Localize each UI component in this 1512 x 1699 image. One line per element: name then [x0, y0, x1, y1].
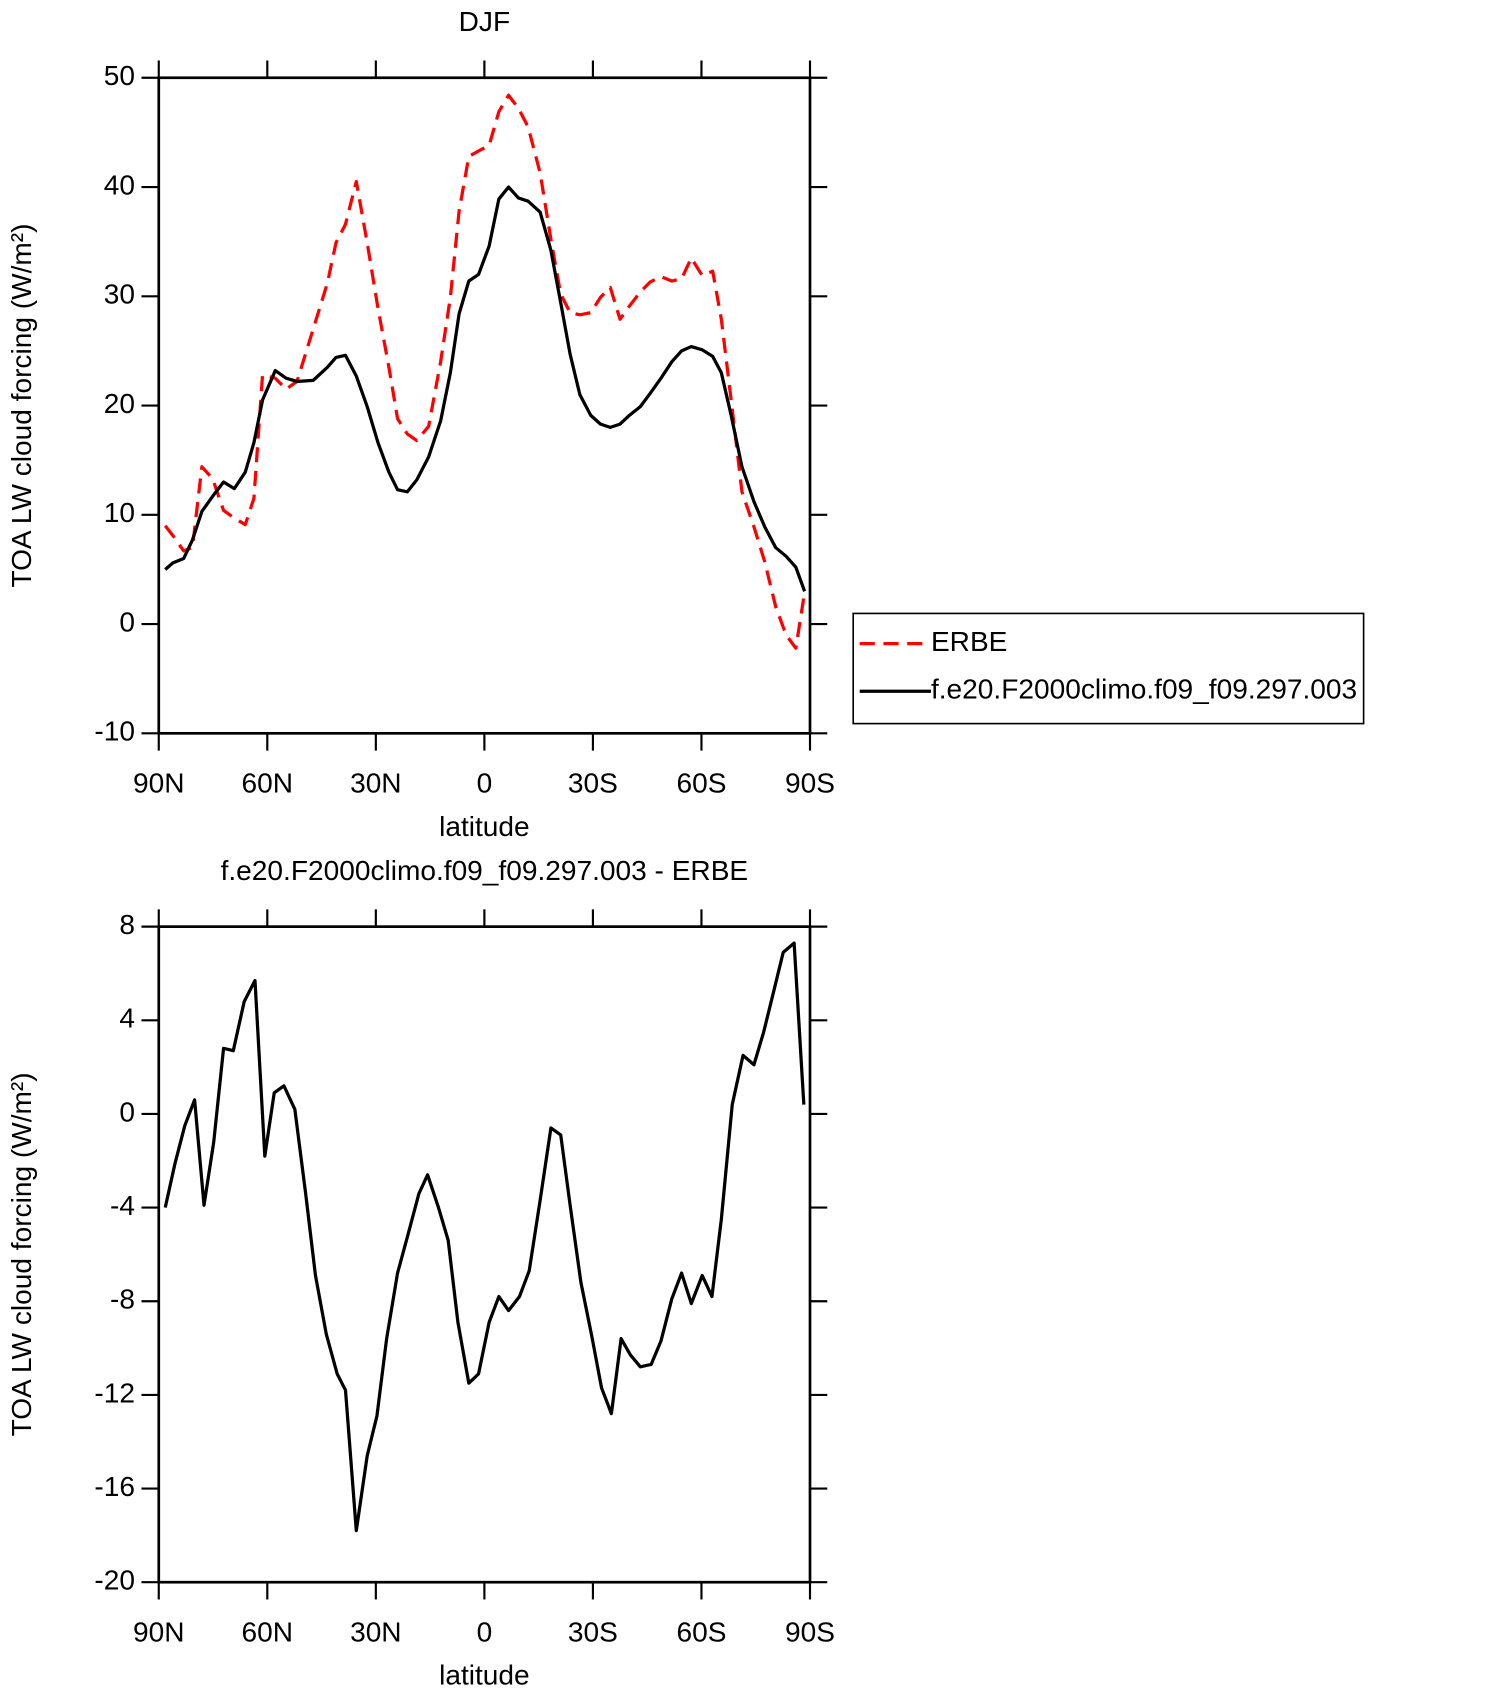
x-tick-label: 60S [676, 768, 726, 799]
x-tick-label: 90S [785, 1616, 835, 1647]
y-tick-label: 8 [119, 909, 135, 940]
y-axis-label: TOA LW cloud forcing (W/m²) [6, 224, 37, 588]
x-tick-label: 0 [477, 1616, 493, 1647]
chart-title: DJF [459, 6, 510, 37]
x-tick-label: 90N [133, 1616, 185, 1647]
x-tick-label: 30S [568, 1616, 618, 1647]
x-tick-label: 90S [785, 768, 835, 799]
legend: ERBE f.e20.F2000climo.f09_f09.297.003 [852, 612, 1365, 725]
legend-label: f.e20.F2000climo.f09_f09.297.003 [931, 674, 1357, 705]
data-line [164, 185, 807, 592]
y-tick-label: -8 [110, 1284, 135, 1315]
y-tick-label: 20 [104, 388, 135, 419]
x-tick-label: 0 [477, 768, 493, 799]
data-line [163, 93, 807, 650]
y-tick-label: 10 [104, 497, 135, 528]
y-tick-label: 30 [104, 279, 135, 310]
x-axis-label: latitude [439, 1660, 530, 1691]
x-tick-label: 60N [242, 768, 294, 799]
y-tick-label: -16 [94, 1471, 135, 1502]
x-tick-label: 30N [350, 1616, 402, 1647]
x-tick-label: 60S [676, 1616, 726, 1647]
y-tick-label: -4 [110, 1190, 135, 1221]
legend-box [852, 612, 1365, 725]
y-tick-label: -20 [94, 1565, 135, 1596]
y-tick-label: 40 [104, 169, 135, 200]
chart-title: f.e20.F2000climo.f09_f09.297.003 - ERBE [221, 855, 749, 886]
x-tick-label: 30S [568, 768, 618, 799]
y-axis-label: TOA LW cloud forcing (W/m²) [6, 1072, 37, 1436]
y-tick-label: -12 [94, 1377, 135, 1408]
x-tick-label: 30N [350, 768, 402, 799]
x-tick-label: 60N [242, 1616, 294, 1647]
data-line [163, 941, 806, 1533]
x-tick-label: 90N [133, 768, 185, 799]
x-axis-label: latitude [439, 811, 530, 842]
y-tick-label: -10 [94, 716, 135, 747]
y-tick-label: 0 [119, 606, 135, 637]
y-tick-label: 4 [119, 1003, 135, 1034]
y-tick-label: 50 [104, 60, 135, 91]
legend-label: ERBE [931, 626, 1007, 657]
plot-frame [157, 76, 812, 735]
y-tick-label: 0 [119, 1096, 135, 1127]
